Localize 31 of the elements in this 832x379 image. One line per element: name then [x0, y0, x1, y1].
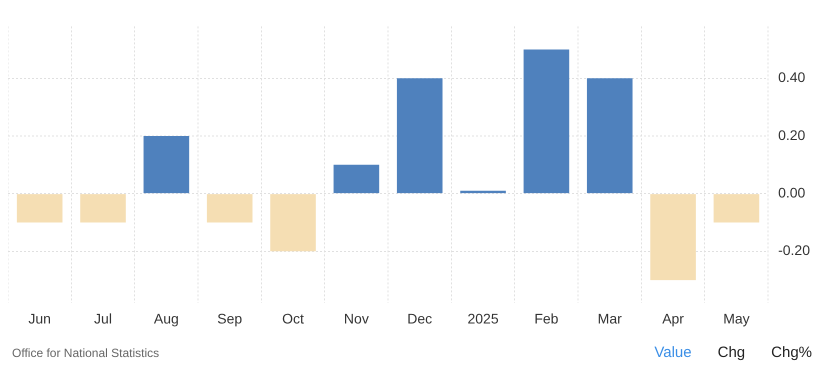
x-tick-label: Apr [662, 310, 684, 326]
bar [16, 194, 62, 222]
x-tick-label: Jul [94, 310, 112, 326]
x-tick-label: Oct [282, 310, 304, 326]
x-tick-label: 2025 [467, 310, 499, 326]
text: Chg [718, 344, 746, 361]
bar [524, 49, 570, 194]
x-tick-label: Jun [28, 310, 51, 326]
text: Value [654, 344, 692, 361]
x-tick-label: May [723, 310, 750, 326]
bar [80, 194, 126, 222]
bar [586, 78, 633, 194]
x-tick-label: Nov [344, 310, 369, 326]
x-tick-label: Dec [407, 310, 432, 326]
y-tick-label: 0.00 [778, 184, 806, 200]
y-tick-label: 0.20 [778, 126, 806, 143]
y-tick-label: -0.20 [778, 242, 810, 258]
bar [206, 194, 252, 222]
bar [144, 136, 190, 194]
text: Chg% [771, 344, 812, 361]
x-tick-label: Mar [598, 310, 622, 326]
x-tick-label: Sep [217, 310, 242, 326]
bar [396, 78, 443, 194]
bar [334, 164, 380, 194]
x-tick-label: Aug [154, 310, 179, 326]
y-tick-label: 0.40 [778, 69, 806, 86]
bar [650, 194, 696, 280]
text: Office for National Statistics [11, 346, 160, 360]
bar [270, 194, 316, 252]
x-tick-label: Feb [534, 310, 559, 326]
bar [714, 194, 760, 222]
